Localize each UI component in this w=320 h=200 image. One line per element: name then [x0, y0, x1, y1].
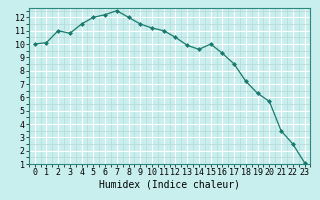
X-axis label: Humidex (Indice chaleur): Humidex (Indice chaleur): [99, 180, 240, 190]
